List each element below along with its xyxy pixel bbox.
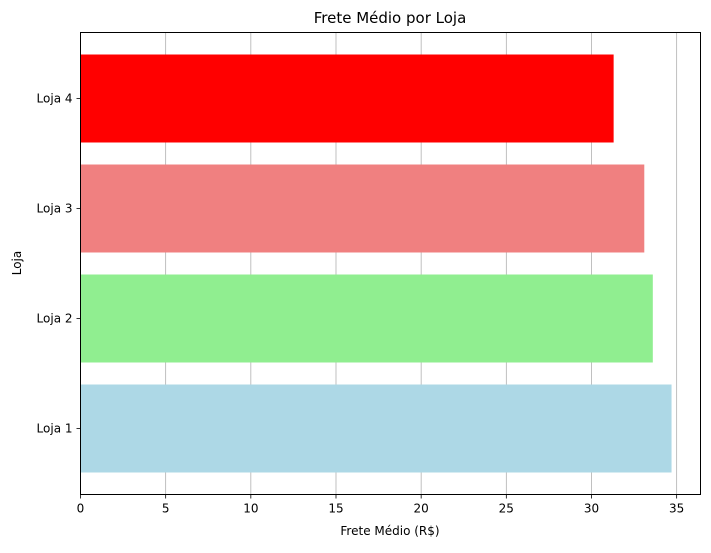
bar-loja-1	[80, 384, 672, 473]
y-tick-label: Loja 3	[37, 202, 73, 216]
bar-loja-3	[80, 164, 645, 253]
y-tick-label: Loja 1	[37, 422, 73, 436]
x-tick-label: 35	[669, 502, 684, 516]
x-tick-label: 15	[328, 502, 343, 516]
bar-loja-2	[80, 274, 653, 363]
x-tick-label: 10	[243, 502, 258, 516]
y-axis-ticks: Loja 1 Loja 2 Loja 3 Loja 4	[37, 92, 81, 436]
x-tick-label: 25	[499, 502, 514, 516]
x-tick-label: 0	[77, 502, 85, 516]
x-tick-label: 30	[584, 502, 599, 516]
x-axis-label: Frete Médio (R$)	[340, 524, 439, 538]
x-tick-label: 5	[162, 502, 170, 516]
y-tick-label: Loja 2	[37, 312, 73, 326]
y-tick-label: Loja 4	[37, 92, 73, 106]
x-axis-ticks: 0 5 10 15 20 25 30 35	[77, 494, 684, 516]
plot-frame	[80, 32, 701, 495]
y-axis-label: Loja	[10, 251, 24, 276]
chart-title: Frete Médio por Loja	[314, 9, 467, 27]
bars	[80, 54, 672, 473]
bar-loja-4	[80, 54, 614, 143]
x-tick-label: 20	[414, 502, 429, 516]
